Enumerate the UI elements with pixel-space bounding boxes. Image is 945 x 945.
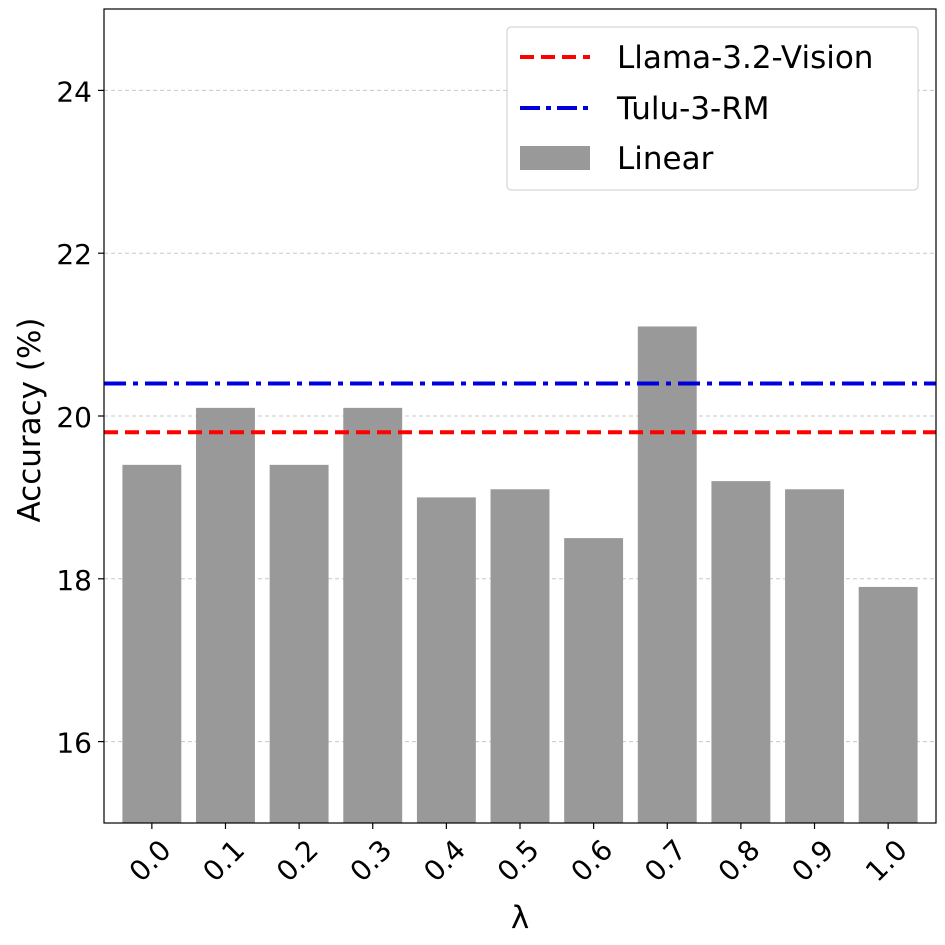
legend-box bbox=[506, 26, 919, 191]
x-tick-label: 0.3 bbox=[344, 833, 399, 888]
bar bbox=[343, 407, 403, 823]
bars bbox=[122, 326, 918, 823]
bar bbox=[564, 538, 624, 823]
bar bbox=[122, 464, 182, 823]
y-tick-label: 20 bbox=[56, 401, 92, 434]
x-axis-label: λ bbox=[511, 900, 529, 936]
legend-label-llama: Llama-3.2-Vision bbox=[617, 40, 873, 76]
x-axis-ticks: 0.0 0.1 0.2 0.3 0.4 0.5 0.6 0.7 0.8 0.9 1.0 bbox=[123, 823, 914, 888]
y-tick-label: 22 bbox=[56, 238, 92, 271]
y-tick-label: 24 bbox=[56, 75, 92, 108]
bar bbox=[711, 481, 771, 823]
x-tick-label: 0.2 bbox=[270, 833, 325, 888]
legend-label-tulu: Tulu-3-RM bbox=[616, 91, 770, 127]
legend-swatch-linear bbox=[520, 146, 590, 170]
bar bbox=[858, 586, 918, 823]
bar bbox=[785, 489, 844, 823]
x-tick-label: 1.0 bbox=[859, 833, 914, 888]
bar bbox=[416, 497, 476, 823]
reference-lines bbox=[104, 381, 936, 435]
x-tick-label: 0.4 bbox=[417, 833, 472, 888]
legend: Llama-3.2-Vision Tulu-3-RM Linear bbox=[506, 26, 919, 191]
x-tick-label: 0.6 bbox=[564, 833, 619, 888]
legend-label-linear: Linear bbox=[617, 141, 714, 177]
x-tick-label: 0.1 bbox=[196, 833, 251, 888]
x-tick-label: 0.5 bbox=[491, 833, 546, 888]
y-tick-label: 16 bbox=[56, 727, 92, 760]
bar bbox=[196, 407, 255, 823]
x-tick-label: 0.8 bbox=[712, 833, 767, 888]
y-tick-label: 18 bbox=[56, 564, 92, 597]
y-axis-ticks: 16 18 20 22 24 bbox=[56, 75, 104, 760]
x-tick-label: 0.0 bbox=[123, 833, 178, 888]
bar bbox=[490, 489, 550, 823]
x-tick-label: 0.7 bbox=[638, 833, 693, 888]
y-axis-label: Accuracy (%) bbox=[12, 317, 48, 522]
x-tick-label: 0.9 bbox=[785, 833, 840, 888]
bar bbox=[637, 326, 697, 823]
bar bbox=[269, 464, 329, 823]
